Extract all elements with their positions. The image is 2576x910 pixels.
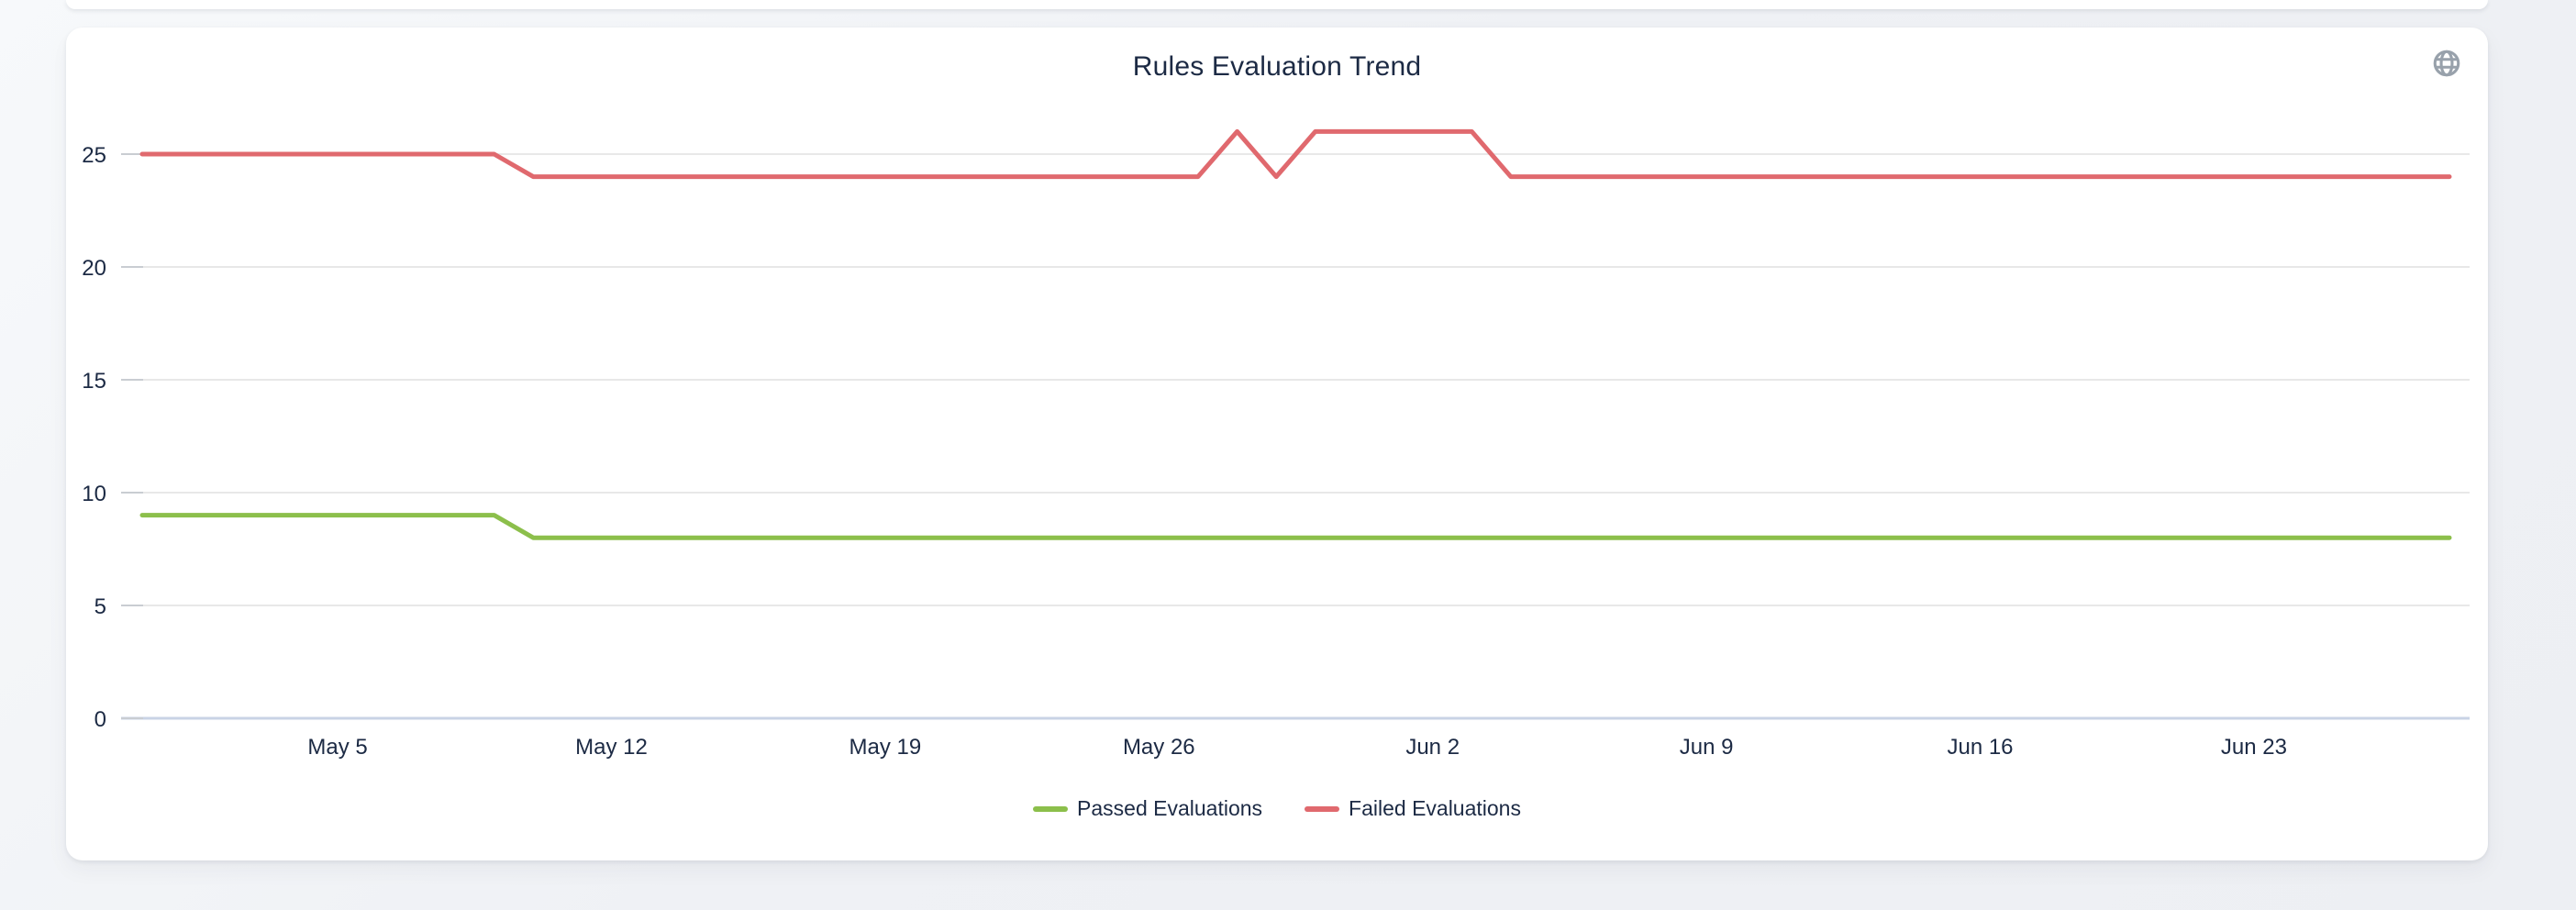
y-tick-label: 0 xyxy=(94,707,106,732)
chart-card: Rules Evaluation Trend 0 5 10 15 20 25 May 5 Ma… xyxy=(66,28,2488,860)
y-tick-label: 20 xyxy=(82,256,106,281)
x-tick-label: Jun 9 xyxy=(1680,735,1734,760)
legend-label-passed: Passed Evaluations xyxy=(1077,796,1263,820)
legend-item-passed: Passed Evaluations xyxy=(1033,796,1262,821)
chart-title: Rules Evaluation Trend xyxy=(1132,51,1422,82)
x-tick-label: Jun 23 xyxy=(2221,735,2287,760)
x-tick-label: May 12 xyxy=(575,735,648,760)
passed-series-line xyxy=(139,513,2452,540)
x-tick-label: Jun 16 xyxy=(1947,735,2013,760)
legend-swatch-failed xyxy=(1305,805,1340,812)
y-tick-label: 10 xyxy=(82,482,106,506)
legend-label-failed: Failed Evaluations xyxy=(1349,796,1521,820)
x-tick-label: May 5 xyxy=(307,735,367,760)
x-tick-label: Jun 2 xyxy=(1405,735,1460,760)
chart-legend: Passed Evaluations Failed Evaluations xyxy=(66,796,2488,821)
y-tick-label: 25 xyxy=(82,143,106,168)
legend-swatch-passed xyxy=(1033,805,1069,812)
globe-icon[interactable] xyxy=(2431,48,2462,79)
y-tick-label: 5 xyxy=(94,594,106,619)
failed-series-line xyxy=(139,128,2452,180)
line-chart: 0 5 10 15 20 25 May 5 May 12 May 19 May 26 Jun 2 Ju… xyxy=(82,128,2470,760)
y-tick-label: 15 xyxy=(82,369,106,394)
x-tick-label: May 26 xyxy=(1123,735,1195,760)
legend-item-failed: Failed Evaluations xyxy=(1305,796,1521,821)
x-tick-label: May 19 xyxy=(849,735,922,760)
previous-card-bottom xyxy=(66,0,2488,9)
